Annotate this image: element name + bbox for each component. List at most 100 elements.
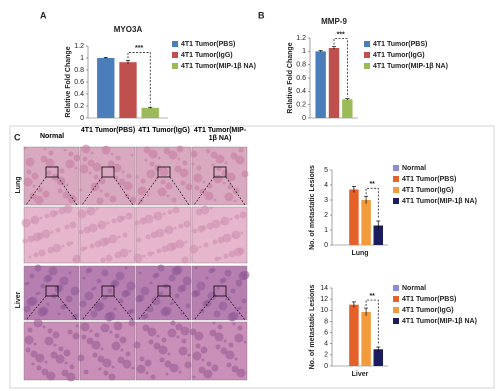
zoom-line bbox=[225, 176, 246, 206]
tissue-texture bbox=[128, 249, 132, 253]
tissue-texture bbox=[79, 188, 83, 192]
tissue-texture bbox=[150, 374, 156, 380]
tissue-texture bbox=[83, 369, 89, 375]
tissue-texture bbox=[184, 240, 188, 244]
zoom-line bbox=[25, 295, 47, 321]
tissue-texture bbox=[205, 148, 211, 154]
legend-label: Normal bbox=[402, 285, 426, 292]
tissue-texture bbox=[167, 328, 177, 338]
tissue-texture bbox=[79, 300, 87, 308]
bar bbox=[349, 189, 359, 245]
tissue-texture bbox=[235, 279, 243, 287]
tissue-texture bbox=[124, 266, 128, 270]
y-axis-label: Relative Fold Change bbox=[65, 46, 72, 117]
tissue-texture bbox=[173, 226, 177, 230]
tissue-texture bbox=[31, 172, 39, 180]
tissue-texture bbox=[179, 168, 189, 178]
tissue-texture bbox=[146, 305, 154, 313]
y-tick-label: 0.2 bbox=[296, 102, 306, 109]
tissue-texture bbox=[88, 171, 92, 175]
bar bbox=[361, 200, 371, 245]
tissue-texture bbox=[189, 328, 197, 336]
tissue-texture bbox=[232, 187, 240, 195]
tissue-texture bbox=[126, 281, 136, 291]
y-axis-label: Relative Fold Change bbox=[287, 42, 294, 113]
tissue-texture bbox=[112, 163, 122, 173]
y-tick-label: 0 bbox=[324, 242, 328, 249]
tissue-texture bbox=[39, 216, 43, 220]
tissue-texture bbox=[109, 195, 117, 203]
tissue-texture bbox=[27, 327, 33, 333]
tissue-texture bbox=[140, 286, 150, 296]
tissue-texture bbox=[125, 212, 133, 220]
legend-label: 4T1 Tumor(MIP-1β NA) bbox=[181, 63, 256, 70]
tissue-texture bbox=[172, 206, 180, 214]
tissue-texture bbox=[139, 356, 145, 362]
tissue-texture bbox=[138, 271, 142, 275]
tissue-texture bbox=[85, 268, 91, 274]
tissue-texture bbox=[64, 361, 68, 365]
tissue-texture bbox=[129, 196, 137, 204]
legend-label: 4T1 Tumor(MIP-1β NA) bbox=[402, 318, 477, 325]
tissue-texture bbox=[165, 372, 169, 376]
tissue-texture bbox=[110, 152, 114, 156]
tissue-texture bbox=[42, 190, 50, 198]
y-tick-label: 4 bbox=[324, 341, 328, 348]
tissue-texture bbox=[185, 183, 193, 191]
zoom-line bbox=[81, 295, 103, 321]
tissue-texture bbox=[211, 163, 215, 167]
tissue-texture bbox=[203, 242, 209, 248]
tissue-texture bbox=[37, 307, 47, 317]
tissue-texture bbox=[165, 182, 173, 190]
tissue-texture bbox=[158, 292, 162, 296]
tissue-texture bbox=[145, 371, 149, 375]
tissue-texture bbox=[234, 333, 244, 343]
zoom-line bbox=[57, 295, 78, 321]
tissue-texture bbox=[237, 247, 245, 255]
tissue-texture bbox=[201, 225, 207, 231]
tissue-texture bbox=[59, 168, 65, 174]
column-header: 4T1 Tumor(MIP-1β NA) bbox=[193, 127, 247, 142]
tissue-texture bbox=[161, 337, 167, 343]
tissue-texture bbox=[148, 339, 154, 345]
tissue-texture bbox=[228, 250, 236, 258]
tissue-texture bbox=[228, 342, 234, 348]
tissue-texture bbox=[174, 293, 180, 299]
tissue-texture bbox=[72, 332, 80, 340]
legend-swatch bbox=[393, 285, 399, 291]
tissue-texture bbox=[25, 157, 35, 167]
significance-label: ** bbox=[369, 181, 375, 188]
tissue-texture bbox=[86, 337, 94, 345]
y-tick-label: 0.8 bbox=[74, 67, 84, 74]
tissue-texture bbox=[52, 331, 60, 339]
tissue-texture bbox=[237, 325, 243, 331]
tissue-texture bbox=[63, 349, 71, 357]
tissue-texture bbox=[90, 310, 98, 318]
legend-swatch bbox=[393, 176, 399, 182]
tissue-texture bbox=[97, 220, 107, 230]
tissue-texture bbox=[41, 229, 51, 239]
tissue-texture bbox=[47, 246, 55, 254]
tissue-texture bbox=[36, 232, 44, 240]
tissue-texture bbox=[163, 147, 171, 155]
tissue-texture bbox=[46, 302, 50, 306]
tissue-texture bbox=[118, 178, 126, 186]
tissue-texture bbox=[218, 256, 222, 260]
tissue-texture bbox=[125, 351, 131, 357]
tissue-texture bbox=[230, 288, 236, 294]
tissue-texture bbox=[181, 256, 189, 264]
tissue-texture bbox=[239, 211, 247, 219]
tissue-texture bbox=[157, 264, 165, 272]
tissue-texture bbox=[232, 322, 236, 326]
tissue-texture bbox=[196, 165, 202, 171]
tissue-texture bbox=[191, 162, 195, 166]
tissue-texture bbox=[229, 217, 233, 221]
tissue-texture bbox=[119, 336, 127, 344]
tissue-texture bbox=[66, 372, 76, 382]
tissue-texture bbox=[38, 249, 46, 257]
tissue-texture bbox=[155, 228, 165, 238]
tissue-texture bbox=[120, 215, 126, 221]
tissue-texture bbox=[169, 302, 173, 306]
tissue-texture bbox=[160, 307, 170, 317]
y-tick-label: 3 bbox=[324, 197, 328, 204]
